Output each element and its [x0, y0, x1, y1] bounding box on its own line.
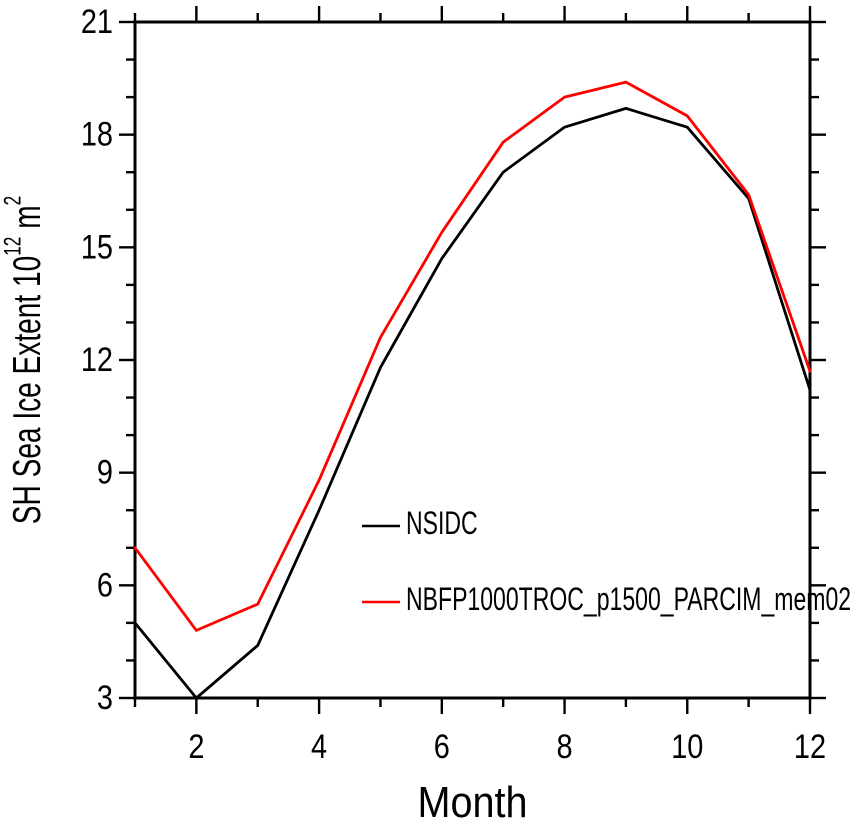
- svg-text:Month: Month: [417, 777, 527, 822]
- svg-text:6: 6: [97, 565, 113, 604]
- svg-text:10: 10: [671, 727, 703, 766]
- svg-text:8: 8: [557, 727, 573, 766]
- svg-text:9: 9: [97, 452, 113, 491]
- svg-text:NSIDC: NSIDC: [406, 505, 478, 541]
- svg-text:15: 15: [81, 227, 113, 266]
- svg-text:12: 12: [794, 727, 826, 766]
- svg-text:2: 2: [188, 727, 204, 766]
- svg-text:6: 6: [434, 727, 450, 766]
- svg-text:21: 21: [81, 2, 113, 41]
- svg-text:12: 12: [81, 340, 113, 379]
- svg-text:3: 3: [97, 678, 113, 717]
- svg-text:NBFP1000TROC_p1500_PARCIM_mem0: NBFP1000TROC_p1500_PARCIM_mem02: [406, 581, 851, 617]
- svg-text:18: 18: [81, 114, 113, 153]
- svg-text:4: 4: [311, 727, 327, 766]
